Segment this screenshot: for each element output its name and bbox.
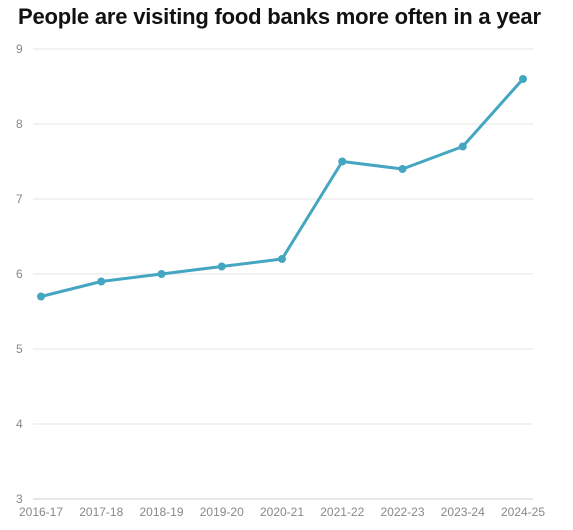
x-axis-ticks: 2016-17 2017-18 2018-19 2019-20 2020-21 2021-… (19, 505, 545, 519)
chart-title: People are visiting food banks more ofte… (18, 4, 541, 29)
y-axis-ticks: 3 4 5 6 7 8 9 (16, 42, 23, 506)
data-point[interactable] (37, 292, 45, 301)
data-point[interactable] (97, 277, 106, 286)
data-point[interactable] (519, 75, 527, 83)
y-tick-label: 9 (16, 42, 23, 56)
data-point[interactable] (278, 255, 286, 263)
y-tick-label: 6 (16, 267, 23, 281)
x-tick-label: 2020-21 (260, 505, 304, 519)
y-tick-label: 8 (16, 117, 23, 131)
data-point[interactable] (217, 262, 226, 271)
y-tick-label: 3 (16, 492, 23, 506)
data-point[interactable] (157, 270, 166, 278)
y-tick-label: 5 (16, 342, 23, 356)
data-point[interactable] (338, 157, 347, 166)
x-tick-label: 2018-19 (139, 505, 183, 519)
y-tick-label: 7 (16, 192, 23, 206)
x-tick-label: 2024-25 (501, 505, 545, 519)
x-tick-label: 2016-17 (19, 505, 63, 519)
x-tick-label: 2021-22 (320, 505, 364, 519)
data-point[interactable] (458, 142, 467, 151)
data-point[interactable] (398, 165, 407, 173)
x-tick-label: 2022-23 (380, 505, 424, 519)
x-tick-label: 2023-24 (441, 505, 485, 519)
data-series (37, 75, 527, 301)
x-tick-label: 2017-18 (79, 505, 123, 519)
grid-lines (33, 48, 533, 500)
y-tick-label: 4 (16, 417, 23, 431)
x-tick-label: 2019-20 (200, 505, 244, 519)
series-line (39, 77, 525, 298)
